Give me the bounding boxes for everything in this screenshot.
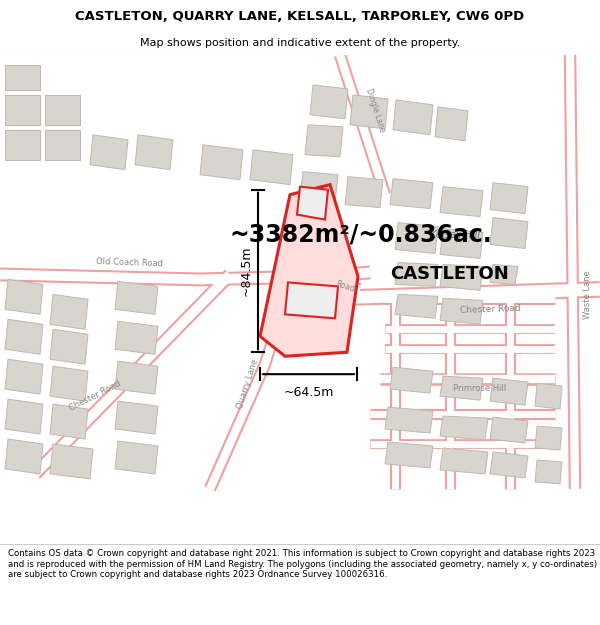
Polygon shape bbox=[490, 264, 518, 284]
Polygon shape bbox=[490, 378, 528, 405]
Text: Road: Road bbox=[334, 279, 356, 294]
Polygon shape bbox=[115, 441, 158, 474]
Polygon shape bbox=[5, 319, 43, 354]
Polygon shape bbox=[5, 95, 40, 125]
Polygon shape bbox=[435, 107, 468, 141]
Polygon shape bbox=[5, 65, 40, 90]
Polygon shape bbox=[45, 95, 80, 125]
Polygon shape bbox=[250, 150, 293, 184]
Polygon shape bbox=[5, 130, 40, 160]
Polygon shape bbox=[5, 279, 43, 314]
Polygon shape bbox=[385, 442, 433, 468]
Polygon shape bbox=[285, 282, 338, 318]
Polygon shape bbox=[440, 448, 488, 474]
Polygon shape bbox=[50, 404, 88, 439]
Polygon shape bbox=[390, 368, 433, 393]
Text: CASTLETON, QUARRY LANE, KELSALL, TARPORLEY, CW6 0PD: CASTLETON, QUARRY LANE, KELSALL, TARPORL… bbox=[76, 10, 524, 23]
Polygon shape bbox=[5, 439, 43, 474]
Polygon shape bbox=[395, 294, 438, 318]
Polygon shape bbox=[440, 376, 483, 400]
Polygon shape bbox=[297, 187, 328, 219]
Polygon shape bbox=[395, 262, 438, 286]
Text: Old Coach Road: Old Coach Road bbox=[97, 257, 164, 268]
Polygon shape bbox=[440, 416, 488, 440]
Polygon shape bbox=[50, 294, 88, 329]
Text: ~84.5m: ~84.5m bbox=[239, 246, 253, 296]
Polygon shape bbox=[5, 359, 43, 394]
Polygon shape bbox=[45, 130, 80, 160]
Text: Chester Road: Chester Road bbox=[460, 304, 521, 315]
Polygon shape bbox=[350, 95, 388, 129]
Polygon shape bbox=[440, 229, 483, 259]
Polygon shape bbox=[260, 184, 358, 356]
Polygon shape bbox=[135, 135, 173, 170]
Polygon shape bbox=[345, 177, 383, 208]
Text: CASTLETON: CASTLETON bbox=[390, 266, 509, 284]
Polygon shape bbox=[390, 179, 433, 209]
Polygon shape bbox=[490, 182, 528, 214]
Polygon shape bbox=[395, 222, 438, 254]
Polygon shape bbox=[115, 361, 158, 394]
Polygon shape bbox=[310, 85, 348, 119]
Polygon shape bbox=[115, 401, 158, 434]
Polygon shape bbox=[393, 100, 433, 135]
Polygon shape bbox=[115, 281, 158, 314]
Polygon shape bbox=[50, 444, 93, 479]
Polygon shape bbox=[535, 383, 562, 409]
Polygon shape bbox=[490, 417, 528, 443]
Polygon shape bbox=[90, 135, 128, 170]
Text: Contains OS data © Crown copyright and database right 2021. This information is : Contains OS data © Crown copyright and d… bbox=[8, 549, 597, 579]
Polygon shape bbox=[490, 452, 528, 478]
Polygon shape bbox=[50, 366, 88, 401]
Polygon shape bbox=[440, 298, 483, 324]
Polygon shape bbox=[305, 125, 343, 157]
Text: ~64.5m: ~64.5m bbox=[283, 386, 334, 399]
Polygon shape bbox=[50, 329, 88, 364]
Polygon shape bbox=[535, 426, 562, 450]
Polygon shape bbox=[300, 172, 338, 202]
Polygon shape bbox=[5, 399, 43, 434]
Polygon shape bbox=[490, 217, 528, 249]
Text: Primrose Hill: Primrose Hill bbox=[454, 384, 506, 392]
Polygon shape bbox=[535, 460, 562, 484]
Polygon shape bbox=[200, 145, 243, 179]
Text: Kelsall Hill: Kelsall Hill bbox=[430, 229, 480, 239]
Polygon shape bbox=[440, 264, 483, 291]
Text: Waste Lane: Waste Lane bbox=[583, 270, 592, 319]
Text: ~3382m²/~0.836ac.: ~3382m²/~0.836ac. bbox=[230, 222, 493, 246]
Text: Dingle Lane: Dingle Lane bbox=[364, 87, 386, 133]
Polygon shape bbox=[440, 187, 483, 217]
Text: Quarry Lane: Quarry Lane bbox=[236, 358, 260, 410]
Text: Map shows position and indicative extent of the property.: Map shows position and indicative extent… bbox=[140, 38, 460, 48]
Polygon shape bbox=[385, 407, 433, 433]
Text: Chester Road: Chester Road bbox=[68, 379, 122, 413]
Polygon shape bbox=[115, 321, 158, 354]
